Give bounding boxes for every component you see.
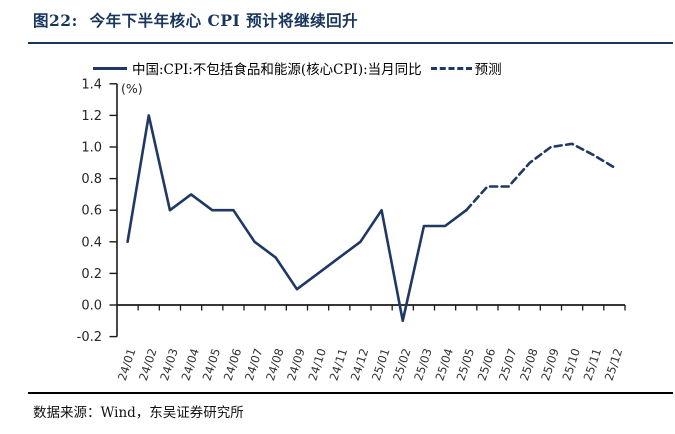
x-axis-tick-label: 25/06 — [475, 347, 499, 383]
x-axis-tick-label: 25/10 — [559, 347, 583, 383]
x-axis-tick-label: 25/11 — [581, 347, 605, 383]
x-axis-tick-label: 24/11 — [327, 347, 351, 383]
x-axis-tick-label: 24/12 — [348, 347, 372, 383]
x-axis-tick-label: 25/09 — [538, 347, 562, 383]
solid-line-legend-sample — [93, 66, 127, 70]
x-axis-tick-label: 24/08 — [263, 347, 287, 383]
x-axis-tick-label: 24/05 — [200, 347, 224, 383]
y-axis-tick-label: 0.8 — [81, 172, 102, 187]
x-axis-tick-label: 25/04 — [432, 347, 456, 383]
x-axis-tick-label: 24/06 — [221, 347, 245, 383]
y-axis-tick-label: 1.4 — [81, 77, 102, 92]
y-axis-tick-label: 0.6 — [81, 204, 102, 219]
y-axis-tick-label: 1.0 — [81, 141, 102, 156]
x-axis-tick-label: 25/01 — [369, 347, 393, 383]
x-axis-tick-label: 25/02 — [390, 347, 414, 383]
x-axis-tick-label: 25/07 — [496, 347, 520, 383]
title-divider — [28, 42, 673, 44]
y-axis-unit-label: (%) — [121, 81, 143, 96]
cpi-forecast-line — [464, 142, 616, 212]
x-axis-tick-label: 24/07 — [242, 347, 266, 383]
legend-label-forecast: 预测 — [474, 62, 502, 78]
y-axis-tick-label: -0.2 — [77, 330, 102, 345]
x-axis-tick-label: 24/01 — [115, 347, 139, 383]
y-axis-tick-label: 0.4 — [81, 235, 102, 250]
dashed-line-legend-sample — [430, 66, 472, 70]
cpi-actual-line — [126, 114, 468, 323]
legend-label-actual: 中国:CPI:不包括食品和能源(核心CPI):当月同比 — [132, 62, 422, 78]
data-source: 数据来源：Wind，东吴证券研究所 — [33, 405, 244, 421]
y-axis-tick-label: 0.2 — [81, 267, 102, 282]
x-axis-tick-label: 24/09 — [284, 347, 308, 383]
x-axis-tick-label: 24/03 — [157, 347, 181, 383]
figure-title: 图22: 今年下半年核心 CPI 预计将继续回升 — [33, 11, 359, 30]
x-axis-tick-label: 25/12 — [602, 347, 626, 383]
x-axis-tick-label: 24/02 — [136, 347, 160, 383]
x-axis-tick-label: 25/05 — [454, 347, 478, 383]
x-axis-tick-label: 24/04 — [178, 347, 202, 383]
y-axis-tick-label: 0.0 — [81, 299, 102, 314]
y-axis-tick-label: 1.2 — [81, 109, 102, 124]
chart-legend: 中国:CPI:不包括食品和能源(核心CPI):当月同比 预测 — [93, 59, 502, 78]
x-axis-tick-label: 25/08 — [517, 347, 541, 383]
x-axis-tick-label: 25/03 — [411, 347, 435, 383]
x-axis-tick-label: 24/10 — [305, 347, 329, 383]
footer-divider — [28, 392, 673, 394]
